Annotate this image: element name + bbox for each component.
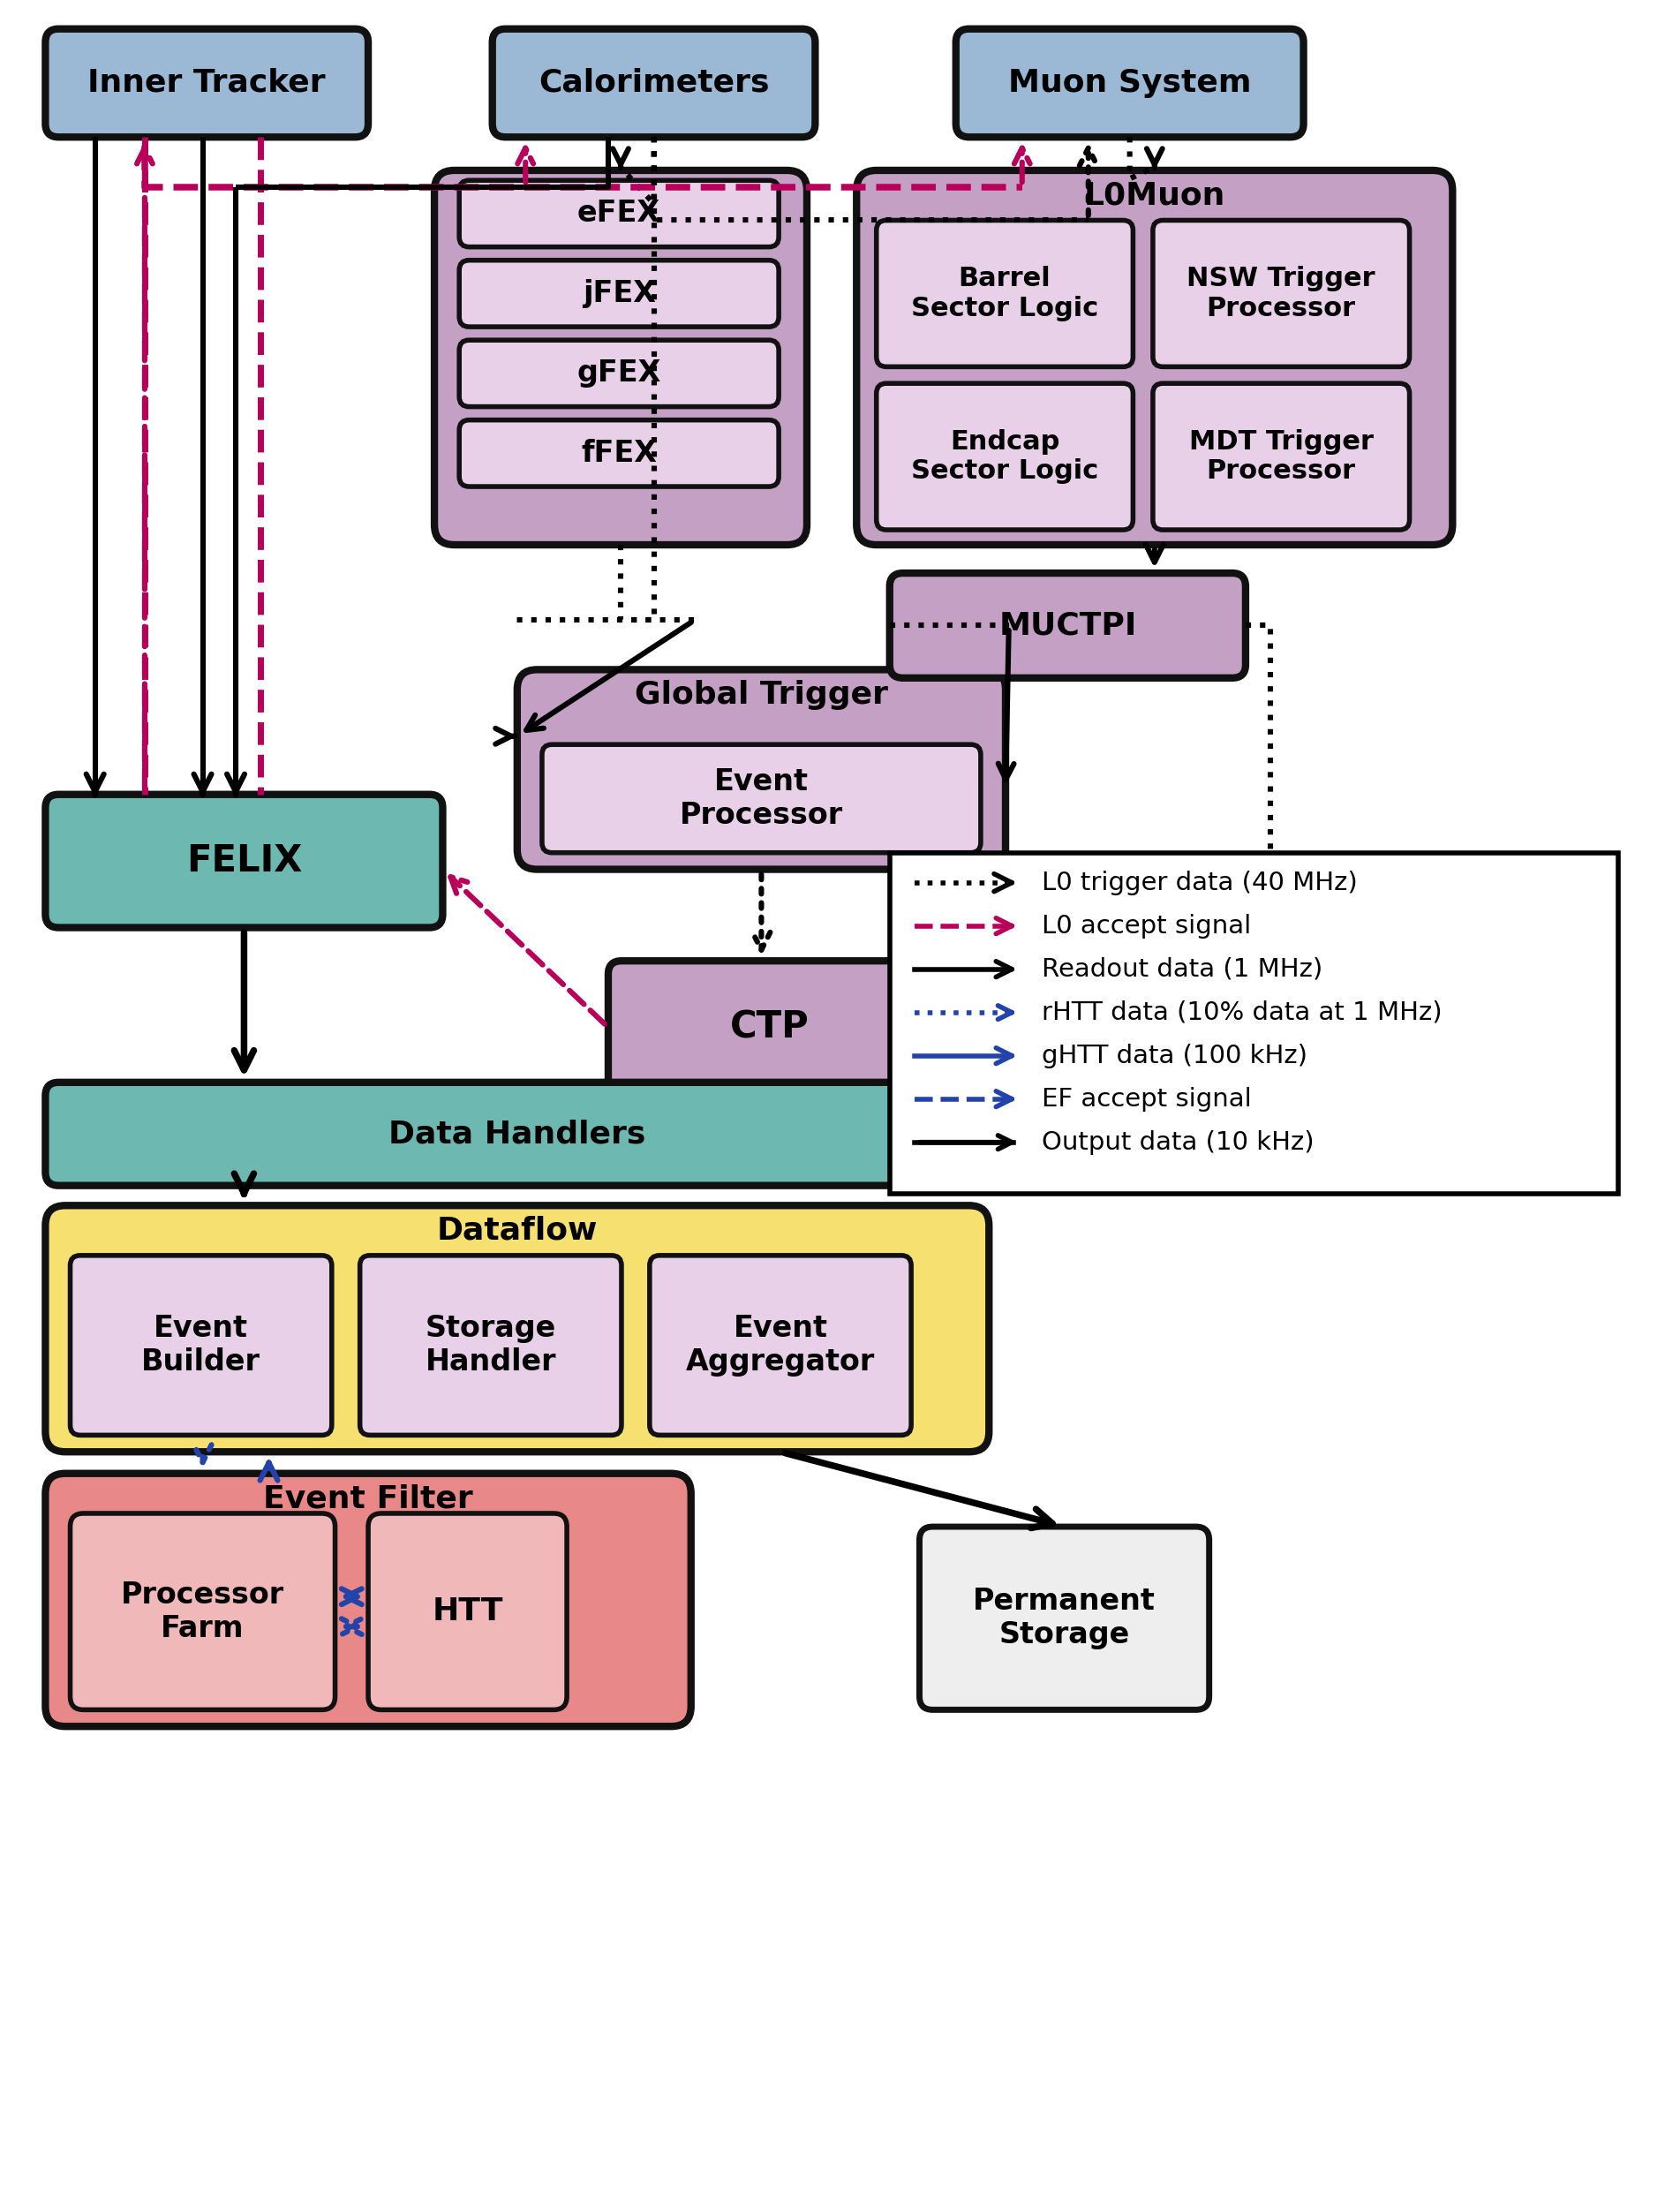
FancyBboxPatch shape <box>543 744 981 853</box>
FancyBboxPatch shape <box>857 171 1453 545</box>
Text: Barrel
Sector Logic: Barrel Sector Logic <box>911 267 1099 322</box>
FancyBboxPatch shape <box>360 1256 622 1435</box>
Text: MDT Trigger
Processor: MDT Trigger Processor <box>1189 429 1374 484</box>
FancyBboxPatch shape <box>45 1206 990 1453</box>
Text: L0Calo: L0Calo <box>561 179 680 210</box>
Text: Inner Tracker: Inner Tracker <box>87 68 326 98</box>
Text: gFEX: gFEX <box>576 359 662 387</box>
Text: jFEX: jFEX <box>583 278 655 309</box>
FancyBboxPatch shape <box>459 420 780 486</box>
Text: Event
Aggregator: Event Aggregator <box>685 1313 875 1376</box>
Text: MUCTPI: MUCTPI <box>998 610 1137 641</box>
FancyBboxPatch shape <box>1152 383 1410 529</box>
Text: Data Handlers: Data Handlers <box>388 1118 645 1149</box>
FancyBboxPatch shape <box>71 1256 331 1435</box>
Text: NSW Trigger
Processor: NSW Trigger Processor <box>1186 267 1376 322</box>
FancyBboxPatch shape <box>45 28 368 138</box>
Text: L0 trigger data (40 MHz): L0 trigger data (40 MHz) <box>1042 871 1357 895</box>
Text: Muon System: Muon System <box>1008 68 1252 98</box>
Text: FELIX: FELIX <box>186 842 302 880</box>
FancyBboxPatch shape <box>71 1514 334 1709</box>
Text: Dataflow: Dataflow <box>437 1217 598 1245</box>
FancyBboxPatch shape <box>45 1083 990 1186</box>
FancyBboxPatch shape <box>459 179 780 247</box>
Text: L0 accept signal: L0 accept signal <box>1042 915 1252 939</box>
FancyBboxPatch shape <box>45 1473 690 1726</box>
FancyBboxPatch shape <box>517 670 1006 869</box>
Text: Readout data (1 MHz): Readout data (1 MHz) <box>1042 956 1322 982</box>
Text: EF accept signal: EF accept signal <box>1042 1087 1252 1112</box>
Text: Calorimeters: Calorimeters <box>538 68 769 98</box>
Text: CTP: CTP <box>731 1009 810 1046</box>
Text: Endcap
Sector Logic: Endcap Sector Logic <box>911 429 1099 484</box>
FancyBboxPatch shape <box>608 961 931 1094</box>
Text: Event
Processor: Event Processor <box>680 768 843 829</box>
FancyBboxPatch shape <box>877 221 1132 368</box>
Text: Storage
Handler: Storage Handler <box>425 1313 556 1376</box>
FancyBboxPatch shape <box>459 260 780 326</box>
FancyBboxPatch shape <box>1152 221 1410 368</box>
FancyBboxPatch shape <box>492 28 815 138</box>
Text: gHTT data (100 kHz): gHTT data (100 kHz) <box>1042 1044 1307 1068</box>
FancyBboxPatch shape <box>956 28 1304 138</box>
FancyBboxPatch shape <box>877 383 1132 529</box>
Text: fFEX: fFEX <box>581 440 657 468</box>
Text: Global Trigger: Global Trigger <box>635 680 889 709</box>
Text: HTT: HTT <box>432 1597 502 1626</box>
FancyBboxPatch shape <box>435 171 806 545</box>
FancyBboxPatch shape <box>890 853 1618 1195</box>
Text: rHTT data (10% data at 1 MHz): rHTT data (10% data at 1 MHz) <box>1042 1000 1443 1024</box>
Text: Processor
Farm: Processor Farm <box>121 1580 284 1643</box>
FancyBboxPatch shape <box>368 1514 566 1709</box>
FancyBboxPatch shape <box>45 794 444 928</box>
FancyBboxPatch shape <box>650 1256 911 1435</box>
Text: Event Filter: Event Filter <box>264 1483 474 1514</box>
Text: Permanent
Storage: Permanent Storage <box>973 1586 1156 1650</box>
Text: Event
Builder: Event Builder <box>141 1313 260 1376</box>
FancyBboxPatch shape <box>890 573 1245 678</box>
FancyBboxPatch shape <box>919 1527 1210 1709</box>
FancyBboxPatch shape <box>459 339 780 407</box>
Text: L0Muon: L0Muon <box>1084 179 1225 210</box>
Text: Output data (10 kHz): Output data (10 kHz) <box>1042 1129 1314 1155</box>
Text: eFEX: eFEX <box>578 199 660 228</box>
